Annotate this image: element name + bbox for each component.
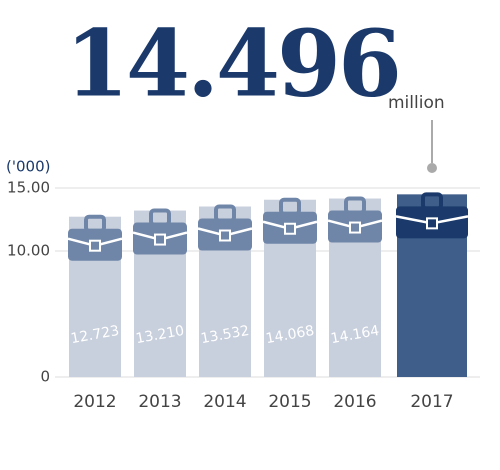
unit-label: million [388,93,445,113]
y-tick-label: 10.00 [7,242,50,260]
briefcase-clasp [154,233,166,246]
x-tick-label: 2017 [410,392,453,412]
briefcase-clasp [89,239,101,252]
headline-value: 14.496 [65,10,399,118]
x-tick-label: 2014 [203,392,246,412]
pointer-dot [427,163,437,173]
x-tick-label: 2016 [333,392,376,412]
briefcase-clasp [219,229,231,242]
y-tick-label: 0 [40,368,50,386]
briefcase-clasp [426,217,438,230]
y-axis-label: ('000) [6,158,50,176]
x-tick-label: 2012 [73,392,116,412]
y-tick-label: 15.00 [7,179,50,197]
x-tick-label: 2015 [268,392,311,412]
briefcase-clasp [284,222,296,235]
x-tick-label: 2013 [138,392,181,412]
briefcase-clasp [349,221,361,234]
